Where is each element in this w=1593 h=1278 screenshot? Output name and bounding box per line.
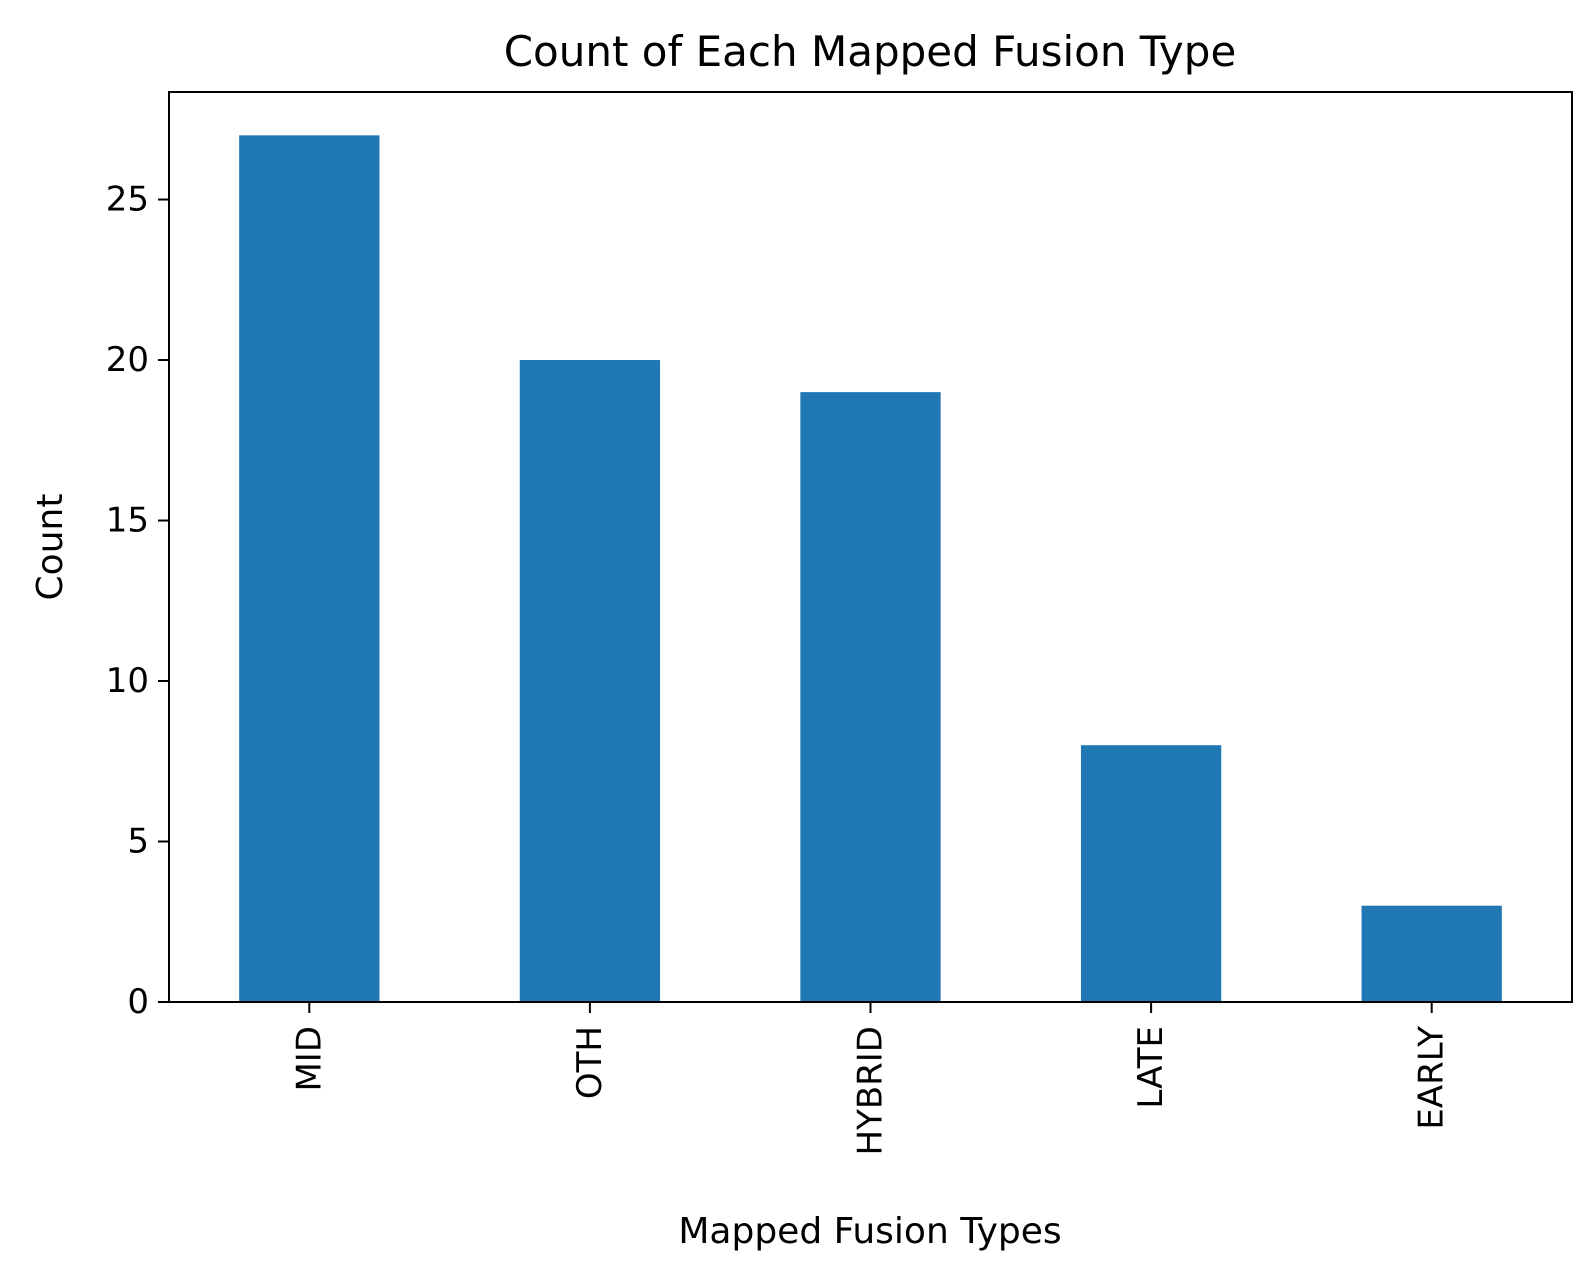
y-tick-label: 25	[106, 180, 149, 220]
bar-oth	[519, 360, 661, 1003]
y-axis-label: Count	[30, 494, 71, 601]
y-tick-label: 10	[106, 661, 149, 701]
y-tick-label: 0	[127, 982, 149, 1022]
y-tick-label: 20	[106, 340, 149, 380]
bar-late	[1080, 745, 1222, 1002]
bar-mid	[239, 135, 380, 1003]
x-tick-label: OTH	[570, 1026, 610, 1099]
bars-layer	[239, 135, 1502, 1003]
y-axis-ticks: 0 5 10 15 20 25	[106, 180, 169, 1022]
x-tick-label: MID	[289, 1026, 329, 1092]
bar-early	[1361, 905, 1502, 1002]
x-tick-label: HYBRID	[851, 1026, 891, 1156]
bar-hybrid	[800, 392, 941, 1003]
x-tick-label: LATE	[1131, 1026, 1171, 1109]
plot-frame	[168, 91, 1573, 1003]
x-axis-label: Mapped Fusion Types	[678, 1211, 1061, 1252]
y-tick-label: 5	[127, 822, 149, 862]
x-axis-ticks: MID OTH HYBRID LATE EARLY	[289, 1002, 1452, 1156]
x-tick-label: EARLY	[1412, 1026, 1452, 1130]
y-tick-label: 15	[106, 501, 149, 541]
chart-title: Count of Each Mapped Fusion Type	[504, 27, 1237, 76]
